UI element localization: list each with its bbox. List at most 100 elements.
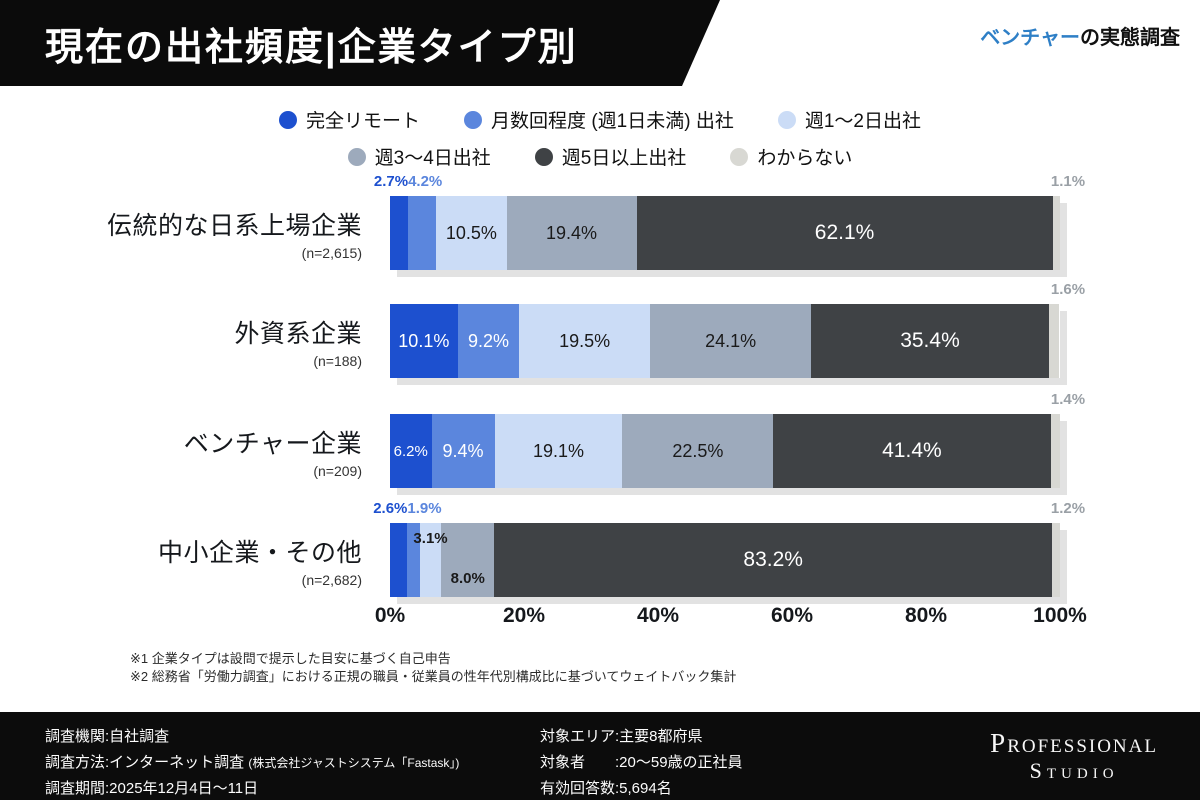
x-axis-tick: 20% <box>502 604 546 627</box>
x-axis-tick: 100% <box>1033 604 1087 627</box>
bar-segment: 41.4% <box>773 414 1051 488</box>
legend-item: 週5日以上出社 <box>534 143 687 170</box>
bar-segment: 10.5% <box>436 196 507 270</box>
value-label: 3.1% <box>413 530 448 547</box>
value-label: 19.5% <box>559 330 611 351</box>
stacked-bar: 83.2% <box>390 523 1060 597</box>
meta-value: インターネット調査 <box>109 754 245 771</box>
professional-studio-logo: Professional Studio <box>990 728 1158 784</box>
legend-item: わからない <box>730 143 852 170</box>
value-label: 1.2% <box>1050 500 1086 517</box>
bar-segment: 62.1% <box>636 196 1053 270</box>
category-sample-size: (n=188) <box>313 352 362 369</box>
legend-row: 週3〜4日出社 週5日以上出社 わからない <box>347 143 852 170</box>
stacked-bar: 10.1% 9.2% 19.5% 24.1% 35.4% <box>390 304 1060 378</box>
footnotes: ※1 企業タイプは設問で提示した目安に基づく自己申告 ※2 総務省「労働力調査」… <box>130 650 736 686</box>
value-label: 83.2% <box>743 548 803 571</box>
value-label: 35.4% <box>900 329 960 352</box>
logo-line-1: Professional <box>990 728 1158 758</box>
meta-label: 対象者 : <box>540 754 620 771</box>
meta-label: 対象エリア: <box>540 728 620 745</box>
meta-label: 調査方法: <box>45 754 110 771</box>
value-label: 9.2% <box>467 330 509 351</box>
survey-meta-left: 調査機関:自社調査 調査方法:インターネット調査 (株式会社ジャストシステム「F… <box>45 724 459 800</box>
category-name: 中小企業・その他 <box>157 538 362 567</box>
tagline-rest: の実態調査 <box>1080 27 1180 49</box>
category-label: 伝統的な日系上場企業 (n=2,615) <box>0 196 376 270</box>
bar-segment: 19.4% <box>506 196 637 270</box>
meta-line: 調査期間:2025年12月4日〜11日 <box>45 776 459 800</box>
bar-segment <box>440 523 495 597</box>
bar-segment: 35.4% <box>811 304 1049 378</box>
page-title: 現在の出社頻度|企業タイプ別 <box>45 26 578 69</box>
value-label: 62.1% <box>814 221 875 244</box>
legend-swatch <box>464 110 483 129</box>
bar-segment: 24.1% <box>649 304 812 378</box>
bar-segment <box>1052 196 1060 270</box>
stacked-bar: 6.2% 9.4% 19.1% 22.5% 41.4% <box>390 414 1060 488</box>
meta-line: 対象エリア:主要8都府県 <box>540 724 743 750</box>
value-label: 1.9% <box>407 500 442 517</box>
bar-segment: 19.1% <box>494 414 623 488</box>
bar-segment <box>390 523 408 597</box>
logo-line-2: Studio <box>1029 758 1119 783</box>
value-label: 4.2% <box>408 173 443 190</box>
category-sample-size: (n=2,615) <box>301 244 362 261</box>
legend-label: 週3〜4日出社 <box>374 148 491 169</box>
meta-value: 20〜59歳の正社員 <box>619 754 743 771</box>
bar-segment <box>390 196 409 270</box>
tagline-highlight: ベンチャー <box>980 27 1080 49</box>
bar-segment: 9.4% <box>431 414 495 488</box>
value-label: 19.4% <box>546 222 598 243</box>
meta-label: 調査機関: <box>45 728 110 745</box>
meta-value: 自社調査 <box>109 728 170 745</box>
value-label: 8.0% <box>450 570 485 587</box>
meta-line: 対象者 :20〜59歳の正社員 <box>540 750 743 776</box>
bar-segment <box>1051 523 1060 597</box>
bar-segment: 9.2% <box>457 304 520 378</box>
footnote-2: ※2 総務省「労働力調査」における正規の職員・従業員の性年代別構成比に基づいてウ… <box>130 669 737 684</box>
category-name: 伝統的な日系上場企業 <box>106 211 362 240</box>
meta-value: 主要8都府県 <box>619 728 703 745</box>
category-label: 中小企業・その他 (n=2,682) <box>0 523 376 597</box>
legend-item: 月数回程度 (週1日未満) 出社 <box>464 106 734 133</box>
meta-value: 2025年12月4日〜11日 <box>109 780 259 797</box>
meta-line: 有効回答数:5,694名 <box>540 776 743 800</box>
category-name: ベンチャー企業 <box>183 429 362 458</box>
bar-segment <box>1050 414 1060 488</box>
meta-value-small: (株式会社ジャストシステム「Fastask」) <box>248 756 460 770</box>
footer-bar: 調査機関:自社調査 調査方法:インターネット調査 (株式会社ジャストシステム「F… <box>0 712 1200 800</box>
legend-swatch <box>279 110 298 129</box>
legend-label: 週5日以上出社 <box>561 148 687 169</box>
value-label: 10.1% <box>398 330 450 351</box>
value-label: 22.5% <box>672 440 724 461</box>
bar-segment <box>407 523 421 597</box>
x-axis-tick: 60% <box>770 604 814 627</box>
meta-label: 有効回答数: <box>540 780 620 797</box>
value-label: 24.1% <box>705 330 757 351</box>
legend-item: 完全リモート <box>279 106 420 133</box>
value-label: 1.4% <box>1050 391 1086 408</box>
value-label: 10.5% <box>445 222 497 243</box>
legend-label: 月数回程度 (週1日未満) 出社 <box>491 111 734 132</box>
x-axis-tick: 80% <box>904 604 948 627</box>
bar-segment <box>1048 304 1060 378</box>
legend-item: 週3〜4日出社 <box>347 143 491 170</box>
title-banner: 現在の出社頻度|企業タイプ別 <box>0 0 720 86</box>
value-label: 2.7% <box>373 173 409 190</box>
category-label: 外資系企業 (n=188) <box>0 304 376 378</box>
survey-tagline: ベンチャーの実態調査 <box>980 21 1180 50</box>
x-axis-tick: 0% <box>374 604 406 627</box>
category-sample-size: (n=2,682) <box>301 571 362 588</box>
legend-swatch <box>730 147 749 166</box>
footnote-1: ※1 企業タイプは設問で提示した目安に基づく自己申告 <box>130 651 451 666</box>
bar-segment: 19.5% <box>519 304 650 378</box>
legend-row: 完全リモート 月数回程度 (週1日未満) 出社 週1〜2日出社 <box>279 106 921 133</box>
value-label: 2.6% <box>373 500 408 517</box>
category-name: 外資系企業 <box>234 319 362 348</box>
value-label: 1.1% <box>1050 173 1086 190</box>
category-label: ベンチャー企業 (n=209) <box>0 414 376 488</box>
meta-label: 調査期間: <box>45 780 110 797</box>
stacked-bar: 10.5% 19.4% 62.1% <box>390 196 1060 270</box>
